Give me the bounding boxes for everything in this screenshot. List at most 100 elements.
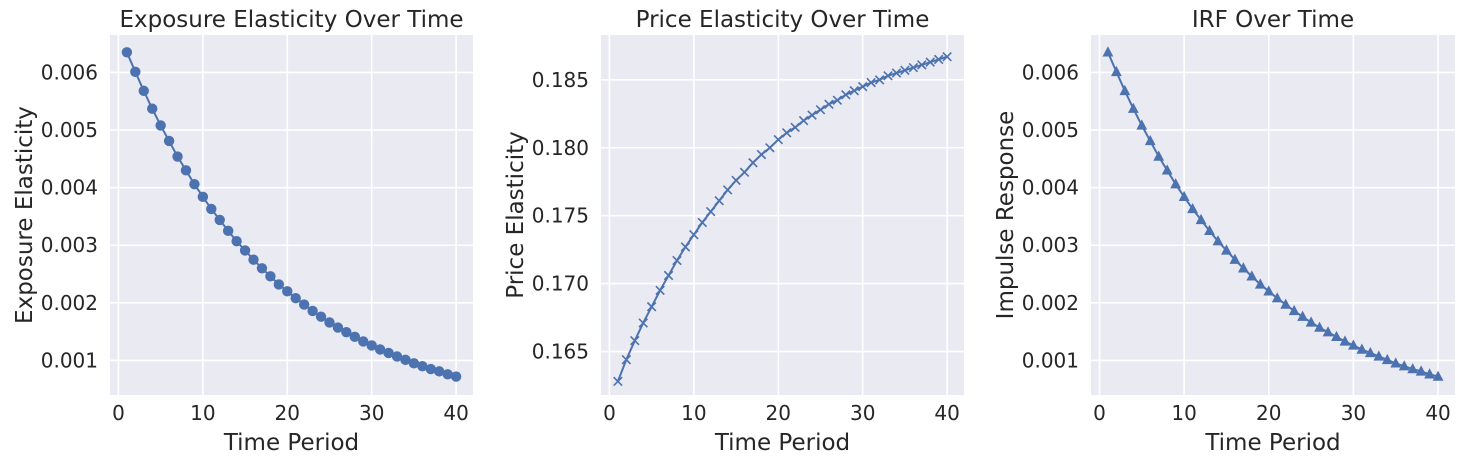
y-tick-label: 0.185 bbox=[532, 68, 589, 92]
data-point bbox=[748, 157, 758, 168]
data-point bbox=[1407, 363, 1419, 374]
data-point bbox=[1170, 178, 1182, 189]
data-point bbox=[689, 229, 699, 240]
data-point bbox=[1390, 357, 1402, 368]
data-point bbox=[1322, 326, 1334, 337]
data-point bbox=[1187, 202, 1198, 214]
y-tick-label: 0.170 bbox=[532, 272, 589, 296]
data-point bbox=[307, 305, 318, 317]
data-point bbox=[866, 77, 876, 88]
data-point bbox=[638, 318, 648, 328]
data-point bbox=[1415, 365, 1427, 376]
x-tick-label: 40 bbox=[934, 401, 959, 425]
data-point bbox=[849, 85, 860, 96]
data-point bbox=[900, 65, 910, 76]
data-point bbox=[841, 90, 851, 100]
y-tick-label: 0.180 bbox=[532, 136, 589, 160]
data-point bbox=[298, 299, 310, 310]
data-point bbox=[1237, 262, 1249, 273]
data-point bbox=[282, 286, 293, 297]
data-point bbox=[206, 203, 217, 215]
y-axis-label: Price Elasticity bbox=[503, 131, 529, 299]
chart-title: Price Elasticity Over Time bbox=[636, 7, 930, 33]
data-point bbox=[891, 68, 902, 78]
data-point bbox=[1331, 330, 1342, 342]
data-point bbox=[1432, 370, 1444, 381]
plot-area bbox=[110, 35, 473, 395]
data-point bbox=[857, 81, 868, 92]
data-point bbox=[147, 103, 158, 114]
y-tick-label: 0.003 bbox=[1022, 233, 1079, 257]
data-point bbox=[874, 75, 885, 85]
data-point bbox=[739, 167, 750, 177]
data-point bbox=[273, 279, 285, 290]
data-point bbox=[1127, 102, 1139, 113]
y-tick-label: 0.002 bbox=[41, 291, 98, 315]
data-point bbox=[417, 361, 428, 372]
data-point bbox=[408, 358, 420, 369]
y-tick-label: 0.175 bbox=[532, 204, 589, 228]
data-point bbox=[1263, 285, 1275, 296]
x-tick-label: 10 bbox=[1171, 401, 1196, 425]
data-point bbox=[1110, 65, 1122, 77]
x-tick-label: 10 bbox=[681, 401, 706, 425]
data-point bbox=[214, 214, 225, 226]
data-point bbox=[315, 311, 327, 322]
y-tick-label: 0.001 bbox=[1022, 348, 1079, 372]
data-point bbox=[239, 245, 251, 256]
data-point bbox=[1424, 368, 1436, 379]
data-point bbox=[824, 99, 834, 110]
data-point bbox=[790, 122, 800, 133]
data-point bbox=[630, 335, 640, 346]
data-point bbox=[290, 293, 301, 304]
data-point bbox=[1280, 298, 1292, 309]
data-point bbox=[773, 134, 784, 145]
data-point bbox=[138, 85, 149, 97]
data-point bbox=[832, 95, 843, 105]
y-tick-label: 0.006 bbox=[1022, 60, 1079, 84]
data-point bbox=[1339, 335, 1351, 346]
irf-panel: IRF Over Time Time Period Impulse Respon… bbox=[993, 7, 1455, 456]
data-point bbox=[1398, 360, 1410, 371]
x-axis-label: Time Period bbox=[1204, 430, 1340, 456]
data-point bbox=[781, 128, 792, 138]
y-tick-label: 0.005 bbox=[41, 118, 98, 142]
data-point bbox=[815, 104, 826, 115]
data-point bbox=[180, 165, 192, 176]
y-tick-label: 0.004 bbox=[41, 176, 98, 200]
exposure-elasticity-panel: Exposure Elasticity Over Time Time Perio… bbox=[12, 7, 473, 456]
y-tick-label: 0.165 bbox=[532, 340, 589, 364]
x-tick-label: 40 bbox=[1425, 401, 1450, 425]
data-point bbox=[672, 255, 682, 266]
data-point bbox=[425, 363, 436, 375]
data-point bbox=[765, 142, 775, 153]
data-point bbox=[1271, 292, 1283, 303]
x-tick-label: 20 bbox=[766, 401, 791, 425]
y-axis-label: Exposure Elasticity bbox=[12, 106, 38, 324]
data-point bbox=[1348, 339, 1359, 350]
data-point bbox=[189, 178, 200, 190]
data-point bbox=[1254, 278, 1266, 289]
data-point bbox=[163, 135, 175, 147]
y-tick-label: 0.002 bbox=[1022, 291, 1079, 315]
y-tick-label: 0.003 bbox=[41, 233, 98, 257]
data-point bbox=[172, 151, 183, 162]
x-tick-label: 20 bbox=[1256, 401, 1281, 425]
data-point bbox=[705, 206, 716, 217]
data-point bbox=[646, 301, 657, 312]
y-axis-label: Impulse Response bbox=[993, 111, 1019, 320]
x-axis-label: Time Period bbox=[714, 430, 850, 456]
data-point bbox=[613, 376, 623, 387]
data-point bbox=[1102, 46, 1114, 57]
data-point bbox=[349, 331, 361, 343]
data-point bbox=[1356, 343, 1368, 354]
data-point bbox=[442, 369, 453, 380]
data-point bbox=[358, 336, 369, 347]
data-point bbox=[450, 371, 462, 382]
y-tick-label: 0.001 bbox=[41, 348, 98, 372]
x-tick-label: 0 bbox=[112, 401, 125, 425]
data-point bbox=[942, 51, 952, 62]
data-point bbox=[621, 354, 632, 365]
data-point bbox=[155, 120, 166, 131]
data-point bbox=[1314, 321, 1325, 332]
